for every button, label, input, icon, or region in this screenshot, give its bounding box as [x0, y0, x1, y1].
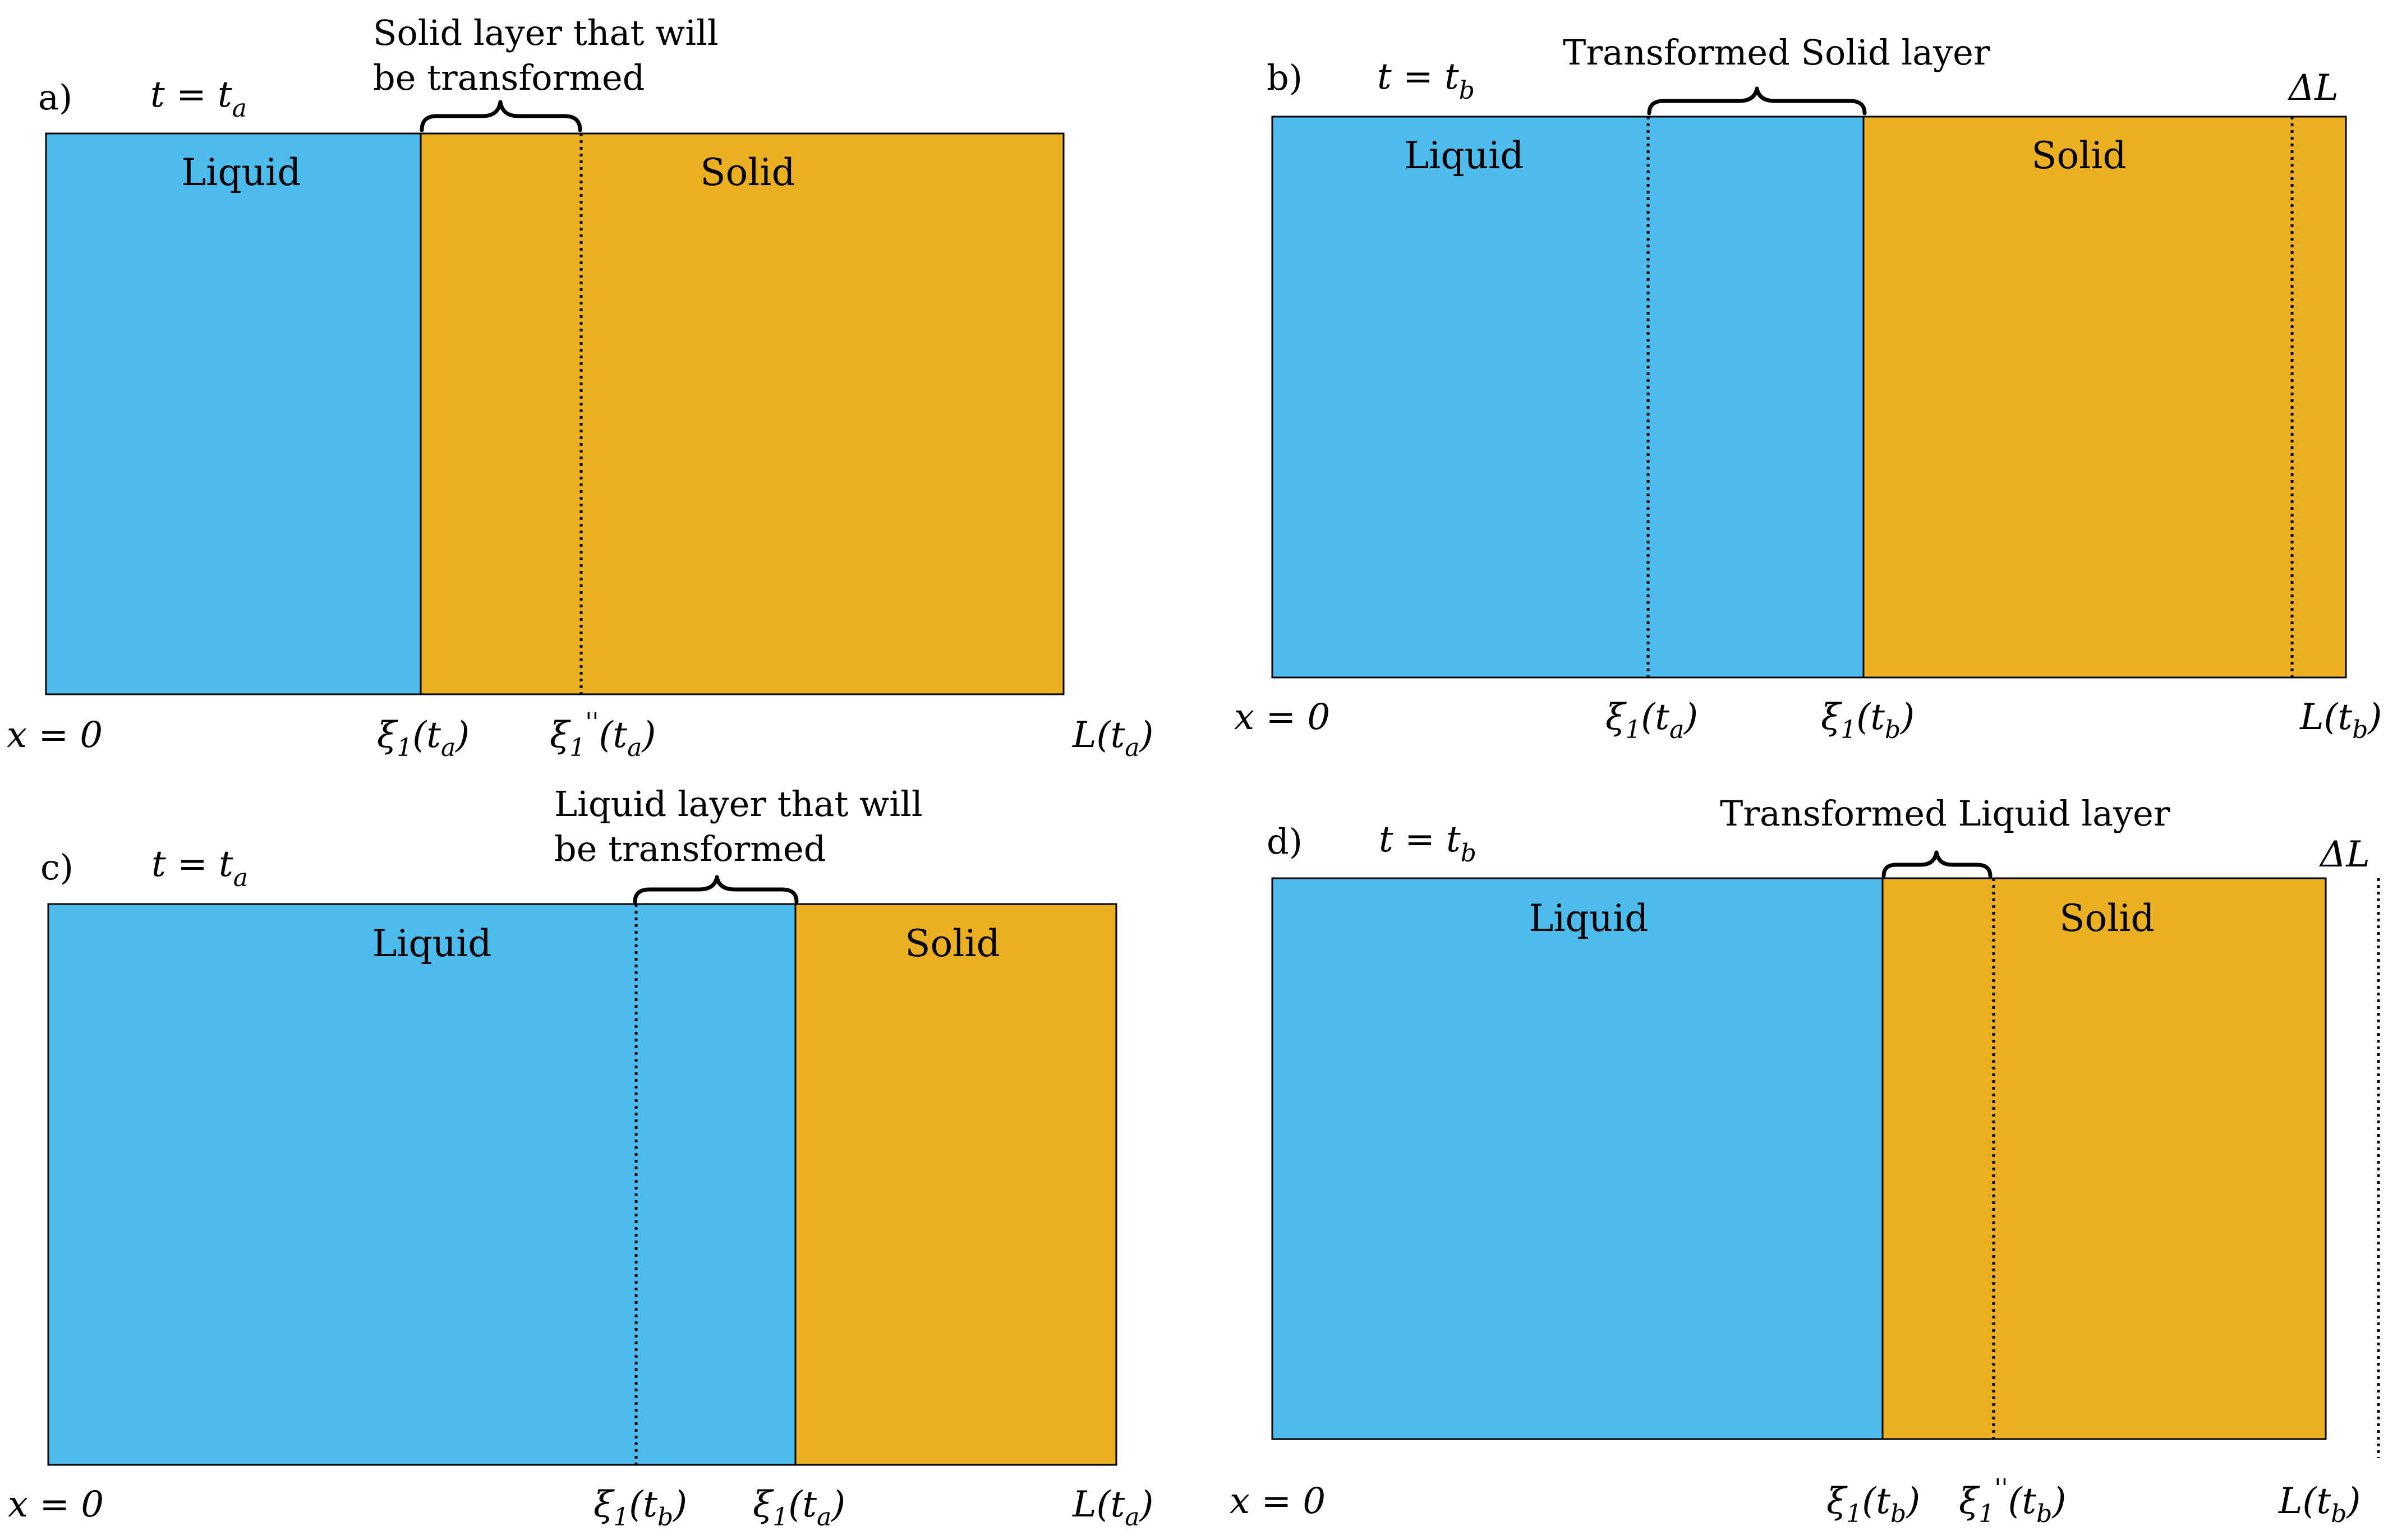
panel-a-xi-pp-a-label: ξ1''(ta)	[550, 708, 656, 762]
panel-a-xi-a-label: ξ1(ta)	[377, 714, 470, 762]
panel-d-xi-pp-b-label: ξ1''(tb)	[1959, 1474, 2066, 1528]
panel-b-annotation: Transformed Solid layer	[1563, 32, 1990, 73]
panel-a-liquid-label: Liquid	[181, 151, 301, 194]
panel-b-delta-L-label: ΔL	[2287, 67, 2339, 109]
panel-c-time-label: t = ta	[151, 843, 248, 892]
panel-a-outline	[45, 132, 1065, 695]
panel-c-outline	[47, 903, 1117, 1466]
panel-d-solid-label: Solid	[2059, 897, 2154, 940]
panel-c-L-label: L(ta)	[1072, 1484, 1153, 1532]
panel-c-tag: c)	[40, 847, 73, 888]
panel-a-tag: a)	[38, 77, 72, 118]
panel-d-outline	[1271, 877, 2327, 1440]
panel-c-annotation-line1: Liquid layer that will	[554, 783, 923, 824]
panel-c-xi-a-label: ξ1(ta)	[753, 1484, 845, 1532]
panel-c-xi-b-label: ξ1(tb)	[593, 1484, 687, 1532]
panel-b-liquid-label: Liquid	[1404, 134, 1524, 177]
panel-a-liquid-region	[46, 133, 421, 694]
panel-d-delta-L-label: ΔL	[2318, 834, 2370, 875]
panel-a-solid-label: Solid	[700, 151, 795, 194]
panel-d-liquid-region	[1272, 878, 1883, 1439]
panel-b-x0-label: x = 0	[1234, 697, 1330, 738]
panel-c-liquid-region	[48, 904, 795, 1465]
panel-a-annotation-line1: Solid layer that will	[373, 12, 719, 53]
panel-b-xi-b-label: ξ1(tb)	[1821, 697, 1915, 744]
panel-d-time-label: t = tb	[1379, 819, 1476, 868]
panel-b: b) t = tb Transformed Solid layer ΔL Liq…	[1234, 32, 2382, 744]
panel-a-solid-region	[421, 133, 1064, 694]
panel-a-annotation-line2: be transformed	[373, 57, 645, 98]
panel-a-x0-label: x = 0	[7, 714, 103, 756]
panel-c-annotation-line2: be transformed	[554, 828, 826, 869]
panel-b-solid-region	[1864, 117, 2346, 677]
panel-b-solid-label: Solid	[2031, 134, 2126, 177]
panel-c-solid-label: Solid	[905, 922, 1000, 965]
panel-d-annotation: Transformed Liquid layer	[1720, 793, 2170, 834]
panel-c-liquid-label: Liquid	[372, 922, 491, 965]
panel-d-solid-region	[1883, 878, 2326, 1439]
panel-b-time-label: t = tb	[1377, 56, 1475, 105]
panel-d-L-label: L(tb)	[2278, 1481, 2361, 1528]
panel-d-x0-label: x = 0	[1230, 1481, 1326, 1522]
panel-b-liquid-region	[1272, 117, 1864, 677]
panel-a: a) t = ta Solid layer that will be trans…	[7, 12, 1153, 762]
panel-c-brace	[633, 875, 799, 904]
panel-d-xi-b-label: ξ1(tb)	[1826, 1481, 1920, 1528]
panel-a-time-label: t = ta	[150, 74, 247, 123]
panel-b-tag: b)	[1267, 57, 1303, 98]
panel-a-L-label: L(ta)	[1072, 714, 1153, 762]
panel-b-xi-a-label: ξ1(ta)	[1605, 697, 1698, 744]
panel-b-brace	[1647, 86, 1867, 116]
panel-d-brace	[1881, 850, 1993, 878]
panel-c-solid-region	[795, 904, 1116, 1465]
panel-d-liquid-label: Liquid	[1529, 897, 1648, 940]
panel-b-L-label: L(tb)	[2299, 697, 2382, 744]
panel-b-outline	[1271, 116, 2347, 679]
panel-a-brace	[420, 100, 582, 132]
panel-d: d) t = tb Transformed Liquid layer ΔL Li…	[1230, 793, 2380, 1528]
panel-c-x0-label: x = 0	[8, 1484, 104, 1525]
panel-d-tag: d)	[1267, 821, 1303, 862]
panel-c: c) t = ta Liquid layer that will be tran…	[8, 783, 1153, 1532]
